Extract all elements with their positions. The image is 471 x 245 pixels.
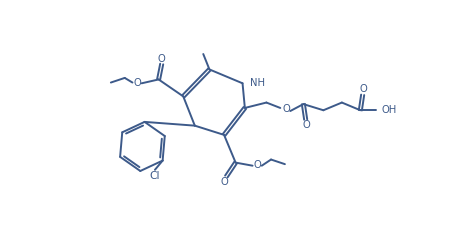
- Text: O: O: [253, 160, 261, 170]
- Text: NH: NH: [250, 77, 265, 87]
- Text: OH: OH: [382, 105, 397, 115]
- Text: Cl: Cl: [149, 171, 159, 181]
- Text: O: O: [283, 104, 290, 114]
- Text: O: O: [158, 54, 166, 64]
- Text: O: O: [359, 85, 367, 95]
- Text: O: O: [302, 120, 310, 130]
- Text: O: O: [133, 77, 141, 87]
- Text: O: O: [221, 177, 229, 187]
